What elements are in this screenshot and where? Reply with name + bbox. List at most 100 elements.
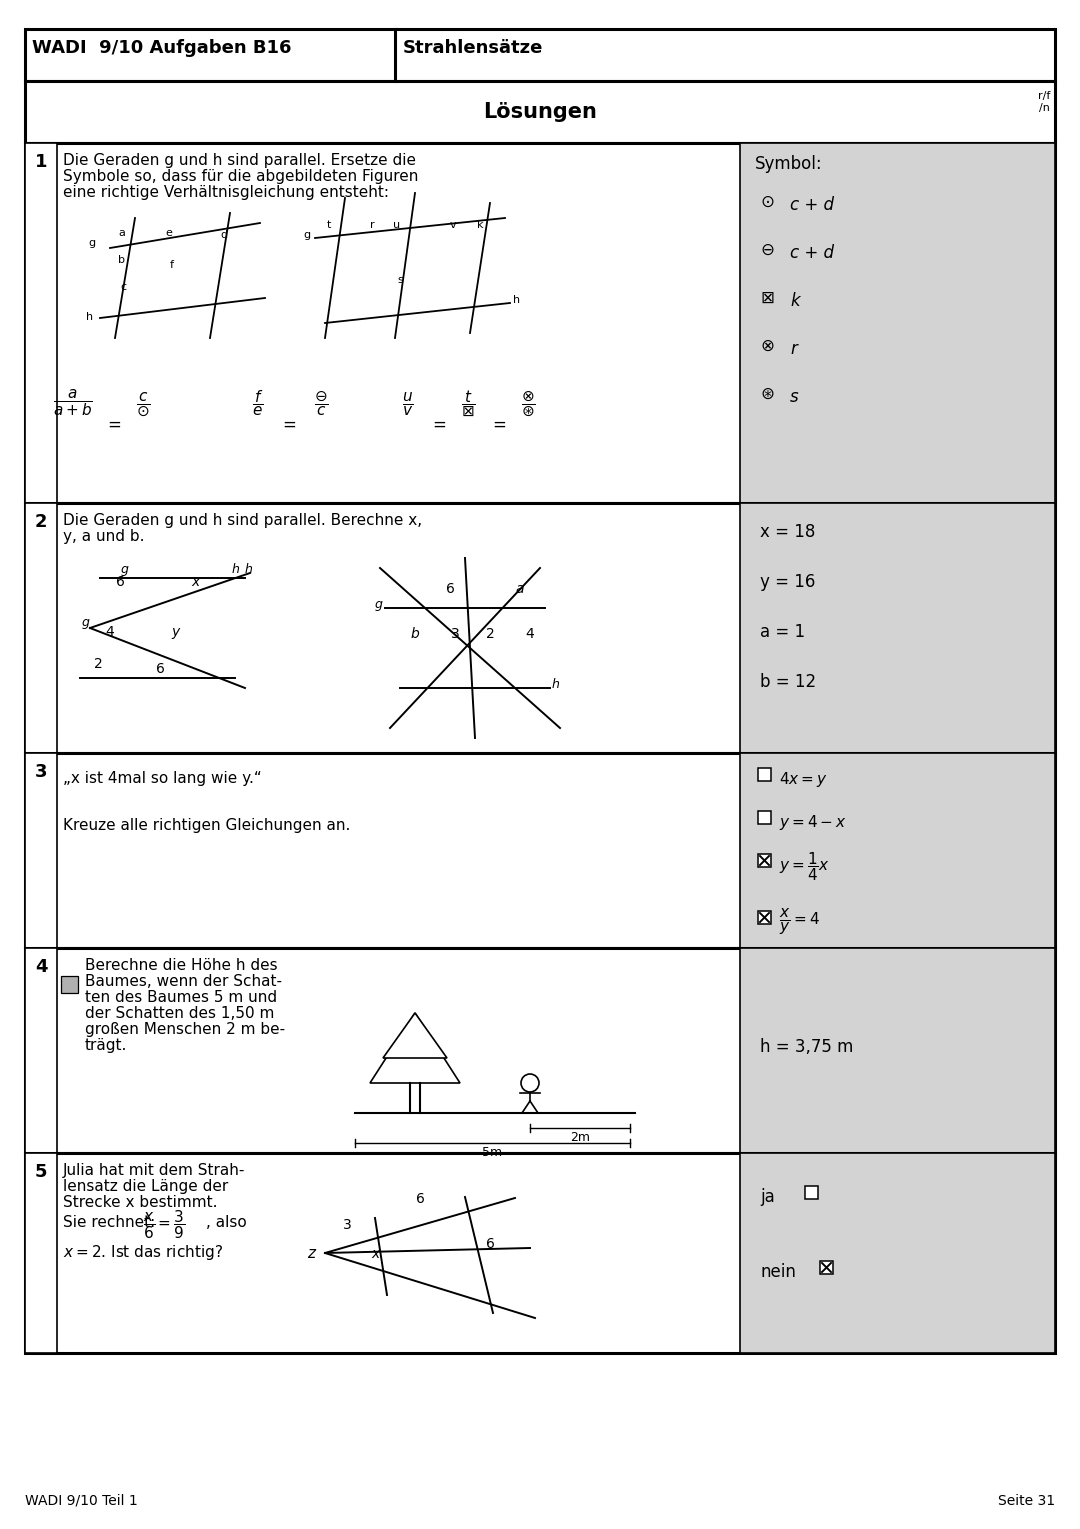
Text: Julia hat mit dem Strah-: Julia hat mit dem Strah- (63, 1164, 245, 1177)
Text: 5: 5 (35, 1164, 48, 1180)
Text: Baumes, wenn der Schat-: Baumes, wenn der Schat- (85, 974, 282, 989)
Text: g: g (375, 598, 383, 612)
Bar (25, 503, 57, 752)
Text: h = 3,75 m: h = 3,75 m (760, 1038, 853, 1057)
Text: 6: 6 (446, 583, 455, 596)
Text: $x = 2$. Ist das richtig?: $x = 2$. Ist das richtig? (63, 1243, 224, 1261)
Bar (740, 1153, 1055, 1353)
Text: $=$: $=$ (280, 414, 297, 433)
Text: c + d: c + d (789, 196, 834, 214)
Text: $\dfrac{u}{v}$: $\dfrac{u}{v}$ (402, 391, 414, 417)
Text: v: v (450, 220, 457, 229)
Text: Die Geraden g und h sind parallel. Ersetze die: Die Geraden g und h sind parallel. Erset… (63, 153, 416, 168)
Text: e: e (165, 228, 172, 239)
Text: $\dfrac{t}{\boxtimes}$: $\dfrac{t}{\boxtimes}$ (460, 388, 475, 417)
Text: k: k (789, 292, 799, 310)
Text: ten des Baumes 5 m und: ten des Baumes 5 m und (85, 989, 278, 1005)
Text: , also: , also (206, 1216, 246, 1229)
Text: 3: 3 (35, 763, 48, 781)
Text: s: s (789, 388, 798, 407)
Text: 4: 4 (526, 627, 535, 641)
Text: $\odot$: $\odot$ (760, 193, 774, 211)
Text: 1: 1 (35, 153, 48, 171)
Bar (740, 144, 1055, 503)
Bar (25, 1153, 1055, 1353)
Bar (758, 911, 771, 924)
Text: a: a (516, 583, 524, 596)
Text: g: g (303, 229, 310, 240)
Text: Strahlensätze: Strahlensätze (403, 40, 543, 57)
Bar (60, 976, 78, 992)
Text: h: h (86, 312, 94, 323)
Text: $\dfrac{a}{a + b}$: $\dfrac{a}{a + b}$ (53, 388, 93, 417)
Text: nein: nein (760, 1263, 796, 1281)
Text: 2: 2 (486, 627, 495, 641)
Text: c: c (120, 281, 126, 292)
Text: 4: 4 (35, 959, 48, 976)
Text: b: b (118, 255, 125, 265)
Text: x: x (370, 1248, 379, 1261)
Text: lensatz die Länge der: lensatz die Länge der (63, 1179, 228, 1194)
Text: z: z (307, 1246, 315, 1260)
Text: y = 16: y = 16 (760, 573, 815, 592)
Text: $\dfrac{f}{e}$: $\dfrac{f}{e}$ (253, 388, 264, 417)
Bar (758, 810, 771, 824)
Polygon shape (383, 1014, 447, 1058)
Text: g: g (121, 563, 129, 576)
Polygon shape (370, 1014, 460, 1083)
Text: r: r (789, 339, 797, 358)
Bar (25, 948, 57, 1153)
Text: $\dfrac{x}{y} = 4$: $\dfrac{x}{y} = 4$ (779, 907, 820, 937)
Text: a: a (118, 228, 125, 239)
Text: 2: 2 (94, 657, 103, 671)
Bar (820, 1261, 833, 1274)
Text: 3: 3 (450, 627, 459, 641)
Bar (740, 752, 1055, 948)
Text: der Schatten des 1,50 m: der Schatten des 1,50 m (85, 1006, 274, 1021)
Bar (740, 948, 1055, 1153)
Text: 2m: 2m (570, 1131, 590, 1144)
Text: $=$: $=$ (430, 414, 447, 433)
Text: $\otimes$: $\otimes$ (760, 336, 774, 355)
Text: 6: 6 (156, 662, 164, 676)
Text: Seite 31: Seite 31 (998, 1494, 1055, 1508)
Text: h: h (231, 563, 239, 576)
Text: $=$: $=$ (105, 414, 122, 433)
Text: $\dfrac{x}{6} = \dfrac{3}{9}$: $\dfrac{x}{6} = \dfrac{3}{9}$ (143, 1208, 186, 1240)
Text: Strecke x bestimmt.: Strecke x bestimmt. (63, 1196, 217, 1209)
Text: a = 1: a = 1 (760, 622, 805, 641)
Text: b: b (410, 627, 419, 641)
Bar (25, 503, 1055, 752)
Text: trägt.: trägt. (85, 1038, 127, 1053)
Bar (740, 503, 1055, 752)
Text: h: h (552, 677, 559, 691)
Bar (758, 855, 771, 867)
Text: r: r (370, 220, 375, 229)
Text: Kreuze alle richtigen Gleichungen an.: Kreuze alle richtigen Gleichungen an. (63, 818, 350, 833)
Text: $\dfrac{\otimes}{\circledast}$: $\dfrac{\otimes}{\circledast}$ (521, 388, 536, 417)
Text: k: k (477, 220, 484, 229)
Bar (25, 144, 57, 503)
Text: y, a und b.: y, a und b. (63, 529, 145, 544)
Text: $\dfrac{\ominus}{c}$: $\dfrac{\ominus}{c}$ (313, 390, 328, 417)
Text: $=$: $=$ (489, 414, 507, 433)
Text: f: f (170, 260, 174, 271)
Text: x: x (191, 575, 199, 589)
Bar (25, 81, 1055, 144)
Text: $\boxtimes$: $\boxtimes$ (760, 289, 774, 307)
Text: Lösungen: Lösungen (483, 102, 597, 122)
Text: Symbol:: Symbol: (755, 154, 823, 173)
Text: r/f
/n: r/f /n (1038, 92, 1050, 113)
Text: x = 18: x = 18 (760, 523, 815, 541)
Text: h: h (513, 295, 521, 304)
Text: Symbole so, dass für die abgebildeten Figuren: Symbole so, dass für die abgebildeten Fi… (63, 170, 418, 183)
Bar (25, 1153, 57, 1353)
Text: g: g (82, 616, 90, 628)
Text: 6: 6 (116, 575, 124, 589)
Bar (25, 752, 1055, 948)
Bar (25, 752, 57, 948)
Text: großen Menschen 2 m be-: großen Menschen 2 m be- (85, 1021, 285, 1037)
Circle shape (521, 1073, 539, 1092)
Text: Die Geraden g und h sind parallel. Berechne x,: Die Geraden g und h sind parallel. Berec… (63, 514, 422, 528)
Text: 3: 3 (342, 1219, 351, 1232)
